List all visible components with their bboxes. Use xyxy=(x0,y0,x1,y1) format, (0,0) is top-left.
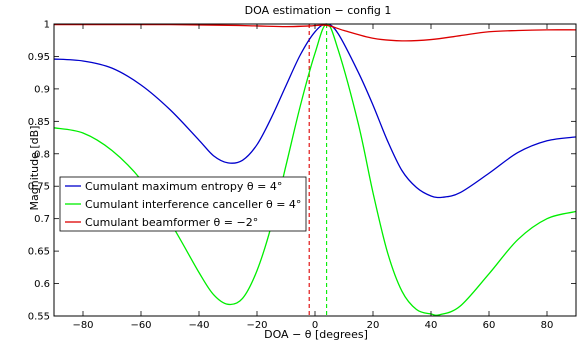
x-tick-label: −60 xyxy=(130,320,151,331)
y-tick-label: 0.55 xyxy=(28,312,50,323)
y-tick-label: 0.65 xyxy=(28,247,50,258)
y-axis-label: Magnitude [dB] xyxy=(28,126,41,211)
x-tick-label: 40 xyxy=(425,320,438,331)
series-line-interference-canceller xyxy=(53,23,577,316)
y-tick-label: 0.9 xyxy=(34,84,50,95)
x-tick-label: −40 xyxy=(188,320,209,331)
series-line-max-entropy xyxy=(53,23,577,199)
x-tick-label: 0 xyxy=(312,320,318,331)
legend-label-interference-canceller: Cumulant interference canceller θ = 4° xyxy=(85,198,301,211)
legend: Cumulant maximum entropy θ = 4° Cumulant… xyxy=(59,176,307,232)
x-axis-label: DOA − θ [degrees] xyxy=(264,328,368,341)
legend-box xyxy=(59,176,307,232)
y-tick-label: 0.6 xyxy=(34,279,50,290)
x-tick-label: 60 xyxy=(483,320,496,331)
series-line-beamformer xyxy=(54,23,577,42)
plot-area xyxy=(54,24,576,316)
y-tick-label: 0.75 xyxy=(28,182,50,193)
x-tick-label: 80 xyxy=(541,320,554,331)
x-tick-label: −20 xyxy=(246,320,267,331)
y-tick-label: 0.95 xyxy=(28,52,50,63)
x-tick-label: 20 xyxy=(367,320,380,331)
legend-label-max-entropy: Cumulant maximum entropy θ = 4° xyxy=(85,180,282,193)
y-tick-label: 0.8 xyxy=(34,149,50,160)
chart-title: DOA estimation − config 1 xyxy=(245,4,392,17)
y-tick-label: 0.7 xyxy=(34,214,50,225)
y-tick-label: 1 xyxy=(44,20,50,31)
y-tick-label: 0.85 xyxy=(28,117,50,128)
x-tick-label: −80 xyxy=(72,320,93,331)
legend-label-beamformer: Cumulant beamformer θ = −2° xyxy=(85,216,258,229)
